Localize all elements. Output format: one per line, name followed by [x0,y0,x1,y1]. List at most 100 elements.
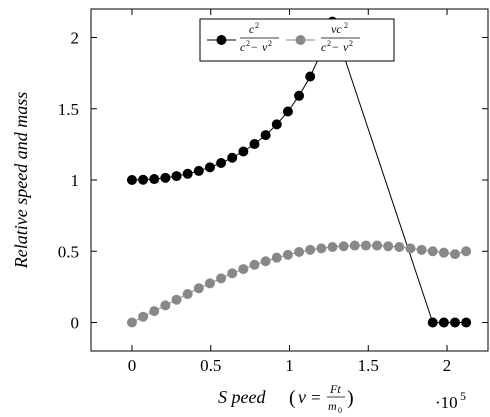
legend-1-den-a: c [240,40,246,54]
legend-entry-2: vc 2 c 2 − v 2 [286,21,360,54]
y-tick-label: 1 [71,171,80,190]
data-point [160,300,171,311]
series-2 [126,240,472,328]
legend-2-num-exp: 2 [344,21,348,30]
x-tick-label: 0 [128,356,137,375]
y-tick-label: 1.5 [58,100,79,119]
data-point [427,246,438,257]
x-tick-label: 0.5 [200,356,221,375]
legend-1-den-b-exp: 2 [268,39,272,48]
tick-labels: 0 0.5 1 1.5 2 0 0.5 1 1.5 2 [58,29,452,376]
x-axis-label: S peed ( v = Ft m 0 ) [218,382,354,415]
data-point [394,241,405,252]
data-point [427,317,438,328]
legend-2-den-b-exp: 2 [349,39,353,48]
data-point [282,249,293,260]
x-tick-label: 1.5 [358,356,379,375]
data-point [450,317,461,328]
data-point [216,273,227,284]
data-point [171,294,182,305]
data-point [416,244,427,255]
data-point [294,246,305,257]
data-point [327,241,338,252]
x-tick-label: 1 [285,356,294,375]
x-label-open-paren: ( [289,387,296,409]
data-point [282,106,293,117]
data-point [271,252,282,263]
x-scale-note: ·10 5 [435,389,466,412]
data-point [238,264,249,275]
legend-entry-1: c 2 c 2 − v 2 [207,21,279,54]
data-point [438,317,449,328]
data-point [227,152,238,163]
data-point [193,283,204,294]
data-point [461,317,472,328]
data-point [372,240,383,251]
data-point [138,174,149,185]
x-label-frac-num: Ft [329,382,341,396]
data-point [349,240,360,251]
data-point [305,71,316,82]
data-point [461,246,472,257]
data-point [149,306,160,317]
data-point [193,165,204,176]
data-point [338,241,349,252]
data-point [160,172,171,183]
data-point [126,317,137,328]
data-point [249,259,260,270]
data-point [138,311,149,322]
x-scale-exp: 5 [460,389,466,403]
legend-1-num-exp: 2 [255,21,259,30]
data-point [171,171,182,182]
legend-1-den-a-exp: 2 [246,39,250,48]
x-tick-label: 2 [443,356,452,375]
data-point [450,249,461,260]
data-point [204,162,215,173]
axis-ticks [91,9,488,351]
data-point [149,174,160,185]
x-label-close-paren: ) [347,387,354,409]
series-line [131,245,467,323]
y-tick-label: 0 [71,314,80,333]
data-point [305,244,316,255]
x-label-frac-den: m [328,399,337,413]
data-point [271,119,282,130]
data-point [204,278,215,289]
data-point [126,175,137,185]
data-point [216,157,227,168]
legend-1-den-b: v [262,40,268,54]
legend-marker-2 [295,35,306,45]
data-point [260,256,271,267]
series-layer [126,16,472,328]
data-point [238,146,249,157]
legend-marker-1 [216,35,227,45]
data-point [294,90,305,101]
y-axis-label: Relative speed and mass [11,92,31,269]
legend-2-den-a-exp: 2 [327,39,331,48]
legend: c 2 c 2 − v 2 vc 2 c 2 − v 2 [199,18,395,62]
x-label-var: v [298,387,306,407]
data-point [182,168,193,179]
data-point [383,241,394,252]
y-tick-label: 2 [71,29,80,48]
x-axis-label-text: S peed [218,387,266,407]
data-point [249,139,260,150]
legend-1-den-op: − [251,40,258,54]
legend-1-num: c [249,22,255,36]
x-label-frac-den-sub: 0 [338,406,342,415]
data-point [405,243,416,254]
series-1 [126,16,472,328]
y-tick-label: 0.5 [58,242,79,261]
data-point [316,243,327,254]
legend-2-num: vc [331,22,342,36]
data-point [260,130,271,141]
legend-2-den-op: − [332,40,339,54]
x-scale-base: ·10 [435,393,458,412]
x-label-eq: = [311,388,321,407]
legend-2-den-a: c [321,40,327,54]
data-point [360,240,371,251]
series-line [131,20,467,323]
data-point [182,289,193,299]
data-point [227,268,238,279]
